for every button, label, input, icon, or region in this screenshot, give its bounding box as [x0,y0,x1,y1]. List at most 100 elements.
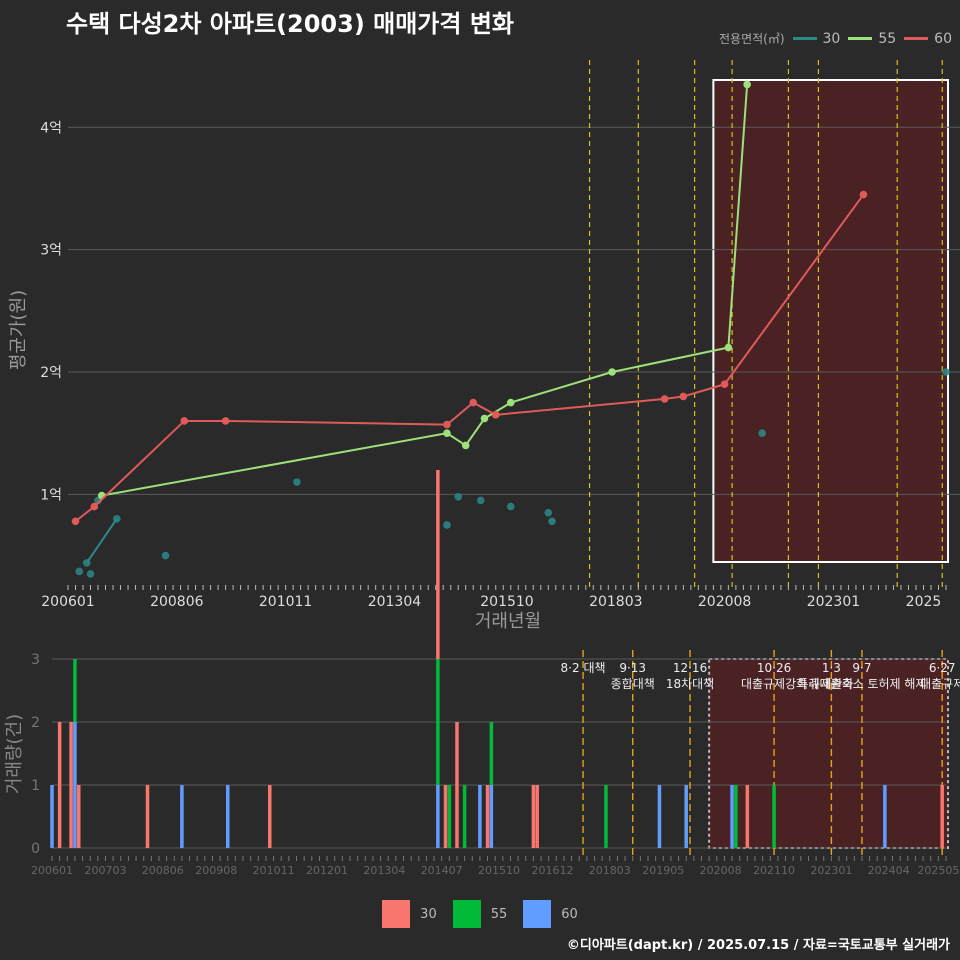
data-point-60 [71,517,80,526]
price-y-tick-label: 3억 [40,243,62,259]
data-point-30 [293,478,301,486]
volume-bar-55 [447,785,452,848]
data-point-30 [161,551,170,560]
price-y-tick-label: 4억 [40,120,62,136]
volume-bar-30 [531,785,536,848]
data-point-30 [86,570,95,578]
volume-x-tick-label: 200806 [142,864,184,877]
data-point-30 [758,429,766,437]
volume-x-tick-label: 202110 [753,864,795,877]
series-line-30 [85,518,118,564]
data-point-60 [679,392,688,401]
legend-swatch-60 [904,37,929,40]
volume-bar-30 [145,785,150,848]
volume-bar-30 [455,722,459,848]
volume-x-tick-label: 200601 [31,864,73,877]
data-point-30 [544,508,553,517]
volume-bar-30 [485,785,490,848]
data-point-55 [743,80,751,89]
policy-annotation-label: 8·2 대책 [561,660,606,675]
legend-item-60: 60 [904,31,952,47]
volume-bar-30 [436,470,440,659]
data-point-30 [506,502,515,511]
policy-annotation-label: 12·16 [673,661,707,675]
volume-x-tick-label: 201304 [363,864,405,877]
volume-bar-60 [489,785,494,848]
price-x-tick-label: 202008 [698,594,751,610]
data-point-60 [720,380,729,389]
volume-bar-55 [489,722,494,785]
policy-annotation-label: 1·3 [822,661,841,675]
data-point-30 [454,493,463,501]
price-x-tick-label: 200806 [150,594,204,610]
volume-x-tick-label: 201407 [421,864,463,877]
volume-bar-60 [436,785,440,848]
volume-legend-box-55 [452,900,481,928]
legend-title: 전용면적(㎡) [718,32,785,46]
data-point-30 [75,567,84,576]
policy-annotation-label: 종합대책 [611,676,655,691]
policy-annotation-label: 9·7 [852,661,871,675]
volume-bar-60 [730,785,734,848]
volume-bar-55 [462,785,467,848]
price-x-tick-label: 201011 [259,594,312,610]
volume-legend-item-60: 60 [523,900,578,928]
data-point-60 [491,411,500,419]
volume-x-tick-label: 201201 [306,864,348,877]
volume-bar-30 [57,722,62,848]
volume-bar-30 [940,785,944,848]
volume-x-tick-label: 201803 [589,864,631,877]
volume-x-tick-label: 202505 [917,864,959,877]
volume-legend-label-30: 30 [420,906,437,922]
volume-bar-55 [604,785,608,848]
series-line-55 [101,84,749,497]
data-point-55 [506,398,515,407]
legend-label-55: 55 [878,30,897,47]
volume-x-tick-label: 200703 [84,864,126,877]
legend-label-30: 30 [822,30,841,47]
legend-swatch-30 [792,37,817,40]
policy-annotation-label: 10·26 [757,661,791,675]
volume-legend-item-30: 30 [382,900,437,928]
volume-legend-label-55: 55 [490,906,508,922]
credit-text: ©디아파트(dapt.kr) / 2025.07.15 / 자료=국토교통부 실… [566,938,950,953]
volume-bar-60 [883,785,887,848]
volume-x-tick-label: 201011 [253,864,295,877]
data-point-55 [724,343,733,352]
policy-annotation-label: 18차대책 [666,676,714,691]
data-point-60 [90,502,99,511]
data-point-60 [221,417,230,425]
volume-bar-60 [50,785,54,848]
volume-legend-box-60 [523,900,552,928]
data-point-55 [443,429,451,437]
volume-bar-55 [734,785,738,848]
volume-bar-60 [478,785,482,848]
volume-bar-30 [535,785,539,848]
volume-bar-30 [69,722,73,848]
legend-item-30: 30 [792,30,841,47]
volume-bar-55 [436,659,440,785]
legend-swatch-55 [848,37,873,40]
price-x-tick-label: 201304 [368,594,422,610]
price-x-tick-label: 200601 [41,594,94,610]
policy-annotation-label: 6·27 [929,661,956,675]
volume-bar-30 [76,785,81,848]
volume-x-tick-label: 201612 [531,864,573,877]
price-highlight-region [712,79,949,563]
policy-annotation-label: 대출규제 [920,677,960,691]
price-x-tick-label: 201510 [480,594,533,610]
price-x-axis-title: 거래년월 [475,611,541,632]
data-point-55 [480,414,489,423]
data-point-30 [548,517,556,526]
volume-bar-60 [180,785,184,848]
volume-legend-item-55: 55 [452,900,508,928]
price-y-tick-label: 2억 [40,365,62,381]
volume-bar-60 [73,722,77,848]
volume-bar-60 [684,785,688,848]
volume-bar-30 [745,785,750,848]
data-point-30 [476,496,485,505]
price-y-axis-title: 평균가(원) [8,290,29,370]
data-point-55 [461,441,470,450]
data-point-30 [443,521,451,529]
